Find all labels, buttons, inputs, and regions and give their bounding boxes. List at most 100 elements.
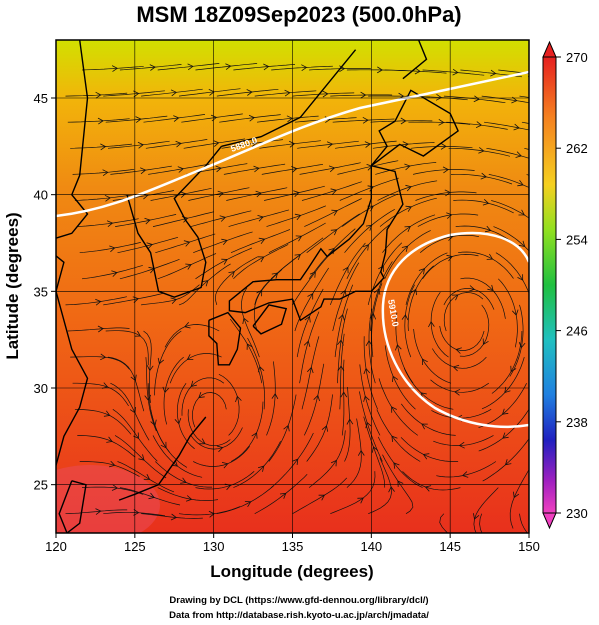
streamline xyxy=(301,336,320,410)
streamline xyxy=(190,210,252,227)
wind-arrow xyxy=(251,140,258,148)
wind-arrow xyxy=(186,354,194,360)
streamline xyxy=(400,437,459,462)
streamline xyxy=(339,333,345,410)
streamline xyxy=(346,418,362,488)
streamline xyxy=(375,162,437,175)
streamline xyxy=(114,435,167,479)
wind-arrow xyxy=(271,272,279,279)
wind-arrow xyxy=(174,417,182,425)
wind-arrow xyxy=(97,117,104,125)
wind-arrow xyxy=(473,513,480,520)
streamline xyxy=(413,169,475,175)
streamline xyxy=(107,356,145,412)
streamline xyxy=(335,140,397,149)
streamline xyxy=(178,88,241,97)
streamline xyxy=(112,190,175,201)
wind-arrow xyxy=(405,184,412,192)
wind-arrow xyxy=(307,366,314,374)
streamline xyxy=(341,193,398,227)
streamline xyxy=(67,327,130,332)
streamline xyxy=(195,471,255,490)
streamline xyxy=(195,63,258,71)
streamline xyxy=(178,263,231,306)
wind-arrow xyxy=(346,418,354,425)
streamline xyxy=(330,94,393,97)
wind-arrow xyxy=(405,205,413,212)
wind-arrow xyxy=(513,491,520,499)
streamline xyxy=(446,121,508,130)
streamline xyxy=(77,435,136,458)
streamline xyxy=(376,409,421,462)
wind-arrow xyxy=(202,280,209,287)
streamline xyxy=(247,337,266,410)
streamline xyxy=(339,177,399,201)
wind-arrow xyxy=(106,220,114,228)
streamline xyxy=(70,143,132,149)
wind-arrow xyxy=(198,391,205,399)
streamline xyxy=(479,513,483,533)
wind-arrow xyxy=(489,544,495,550)
streamline xyxy=(233,441,281,488)
streamline xyxy=(187,409,231,447)
streamline xyxy=(148,163,210,175)
contour-label-5910: 5910.0 xyxy=(386,299,401,328)
wind-arrow xyxy=(393,462,400,469)
wind-arrow xyxy=(401,245,409,252)
streamline xyxy=(450,173,513,185)
wind-arrow xyxy=(294,213,302,221)
wind-arrow xyxy=(331,209,338,216)
wind-arrow xyxy=(515,151,522,158)
wind-arrow xyxy=(221,238,228,246)
wind-arrow xyxy=(279,492,287,499)
streamline xyxy=(330,471,376,515)
wind-arrow xyxy=(257,256,265,263)
wind-arrow xyxy=(404,163,411,171)
colorbar-tick-label: 238 xyxy=(566,415,588,430)
streamline xyxy=(292,92,355,97)
wind-arrow xyxy=(184,322,191,329)
streamline xyxy=(370,261,393,332)
streamline xyxy=(404,284,415,358)
wind-arrow xyxy=(170,513,178,521)
streamline xyxy=(192,392,227,428)
wind-arrow xyxy=(330,188,338,195)
y-axis: 25 30 35 40 45 xyxy=(34,91,56,493)
streamline xyxy=(417,213,479,227)
colorbar-bottom-arrow xyxy=(542,512,557,530)
streamline xyxy=(495,252,529,295)
wind-arrow xyxy=(482,338,489,345)
wind-arrow xyxy=(422,358,428,366)
streamline xyxy=(81,65,144,71)
wind-arrow xyxy=(401,314,409,321)
streamline xyxy=(268,222,326,254)
streamline xyxy=(163,356,184,425)
streamline xyxy=(77,218,139,227)
wind-arrow xyxy=(362,116,369,124)
streamline xyxy=(410,146,473,149)
wind-arrow xyxy=(340,289,347,297)
wind-arrow xyxy=(452,68,459,76)
streamline xyxy=(408,121,471,125)
wind-arrow xyxy=(179,191,187,198)
streamline xyxy=(266,205,327,227)
streamline xyxy=(216,88,279,97)
streamline xyxy=(368,457,392,515)
wind-arrow xyxy=(146,365,154,372)
wind-arrow xyxy=(454,388,461,396)
streamline xyxy=(382,214,436,253)
wind-arrow xyxy=(149,64,156,71)
wind-arrow xyxy=(446,212,453,219)
wind-arrow xyxy=(363,395,370,402)
streamline xyxy=(157,487,219,501)
streamline xyxy=(297,140,359,149)
streamline xyxy=(169,353,222,384)
wind-arrow xyxy=(461,471,469,478)
wind-arrow xyxy=(328,165,336,173)
wind-arrow xyxy=(170,297,177,304)
wind-arrow xyxy=(190,380,197,387)
x-tick-label: 130 xyxy=(203,539,225,554)
wind-arrow xyxy=(246,89,253,96)
wind-arrow xyxy=(371,446,379,453)
wind-arrow xyxy=(257,465,265,472)
